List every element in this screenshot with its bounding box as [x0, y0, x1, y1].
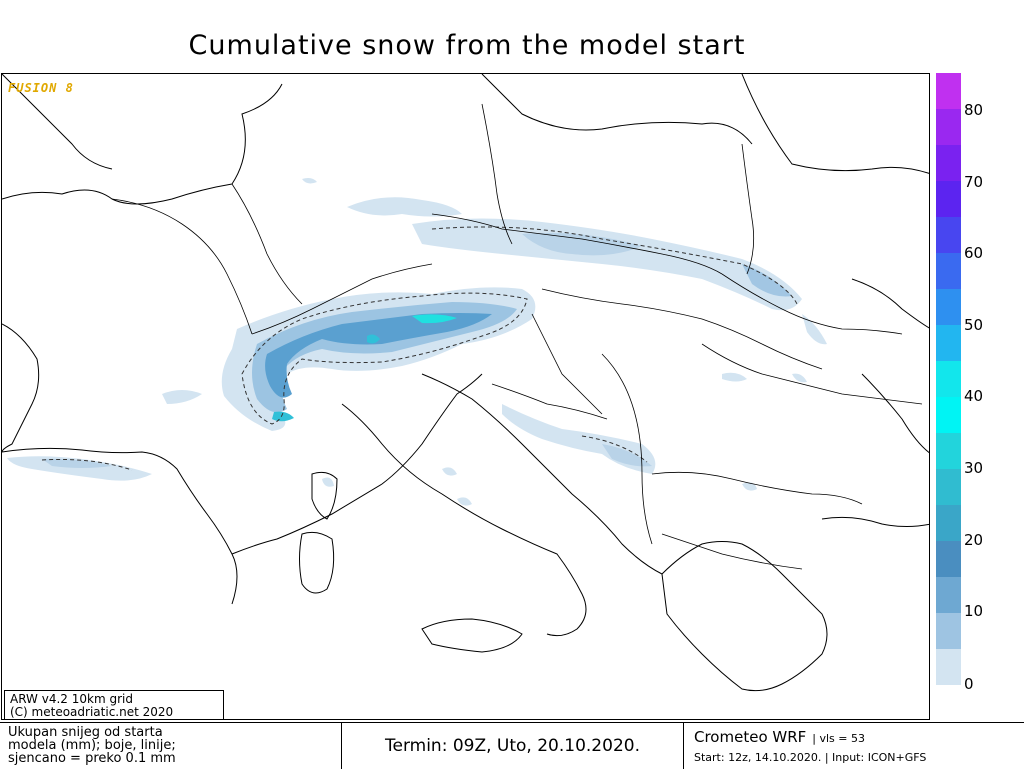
- legend-swatch: [936, 73, 961, 109]
- legend-tick-70: 70: [964, 173, 984, 191]
- footer-start-input: Start: 12z, 14.10.2020. | Input: ICON+GF…: [694, 751, 927, 764]
- legend-color-bar: [936, 73, 961, 685]
- legend-swatch: [936, 613, 961, 649]
- model-info-line1: ARW v4.2 10km grid: [10, 692, 133, 706]
- footer-termin: Termin: 09Z, Uto, 20.10.2020.: [342, 723, 684, 769]
- legend-swatch: [936, 109, 961, 145]
- model-info-box: ARW v4.2 10km grid (C) meteoadriatic.net…: [4, 690, 224, 720]
- legend-tick-60: 60: [964, 244, 984, 262]
- country-borders: [111, 103, 923, 570]
- footer-bar: Ukupan snijeg od starta modela (mm); boj…: [0, 722, 1024, 769]
- legend-tick-40: 40: [964, 387, 984, 405]
- legend-tick-10: 10: [964, 602, 984, 620]
- footer-desc-line2: modela (mm); boje, linije;: [8, 738, 176, 753]
- legend-swatch: [936, 649, 961, 685]
- snow-map: [1, 73, 930, 720]
- legend-swatch: [936, 505, 961, 541]
- model-info-line2: (C) meteoadriatic.net 2020: [10, 705, 174, 719]
- legend-tick-30: 30: [964, 459, 984, 477]
- legend-swatch: [936, 577, 961, 613]
- legend-swatch: [936, 181, 961, 217]
- legend-swatch: [936, 145, 961, 181]
- legend-swatch: [936, 253, 961, 289]
- legend-swatch: [936, 289, 961, 325]
- footer-vls: | vls = 53: [812, 732, 865, 745]
- legend-swatch: [936, 397, 961, 433]
- legend-tick-20: 20: [964, 531, 984, 549]
- legend-swatch: [936, 433, 961, 469]
- legend-tick-0: 0: [964, 675, 974, 693]
- legend-swatch: [936, 361, 961, 397]
- map-svg: [2, 74, 929, 692]
- legend-swatch: [936, 541, 961, 577]
- legend-swatch: [936, 217, 961, 253]
- footer-model-name: Crometeo WRF: [694, 728, 807, 746]
- legend-tick-50: 50: [964, 316, 984, 334]
- legend-swatch: [936, 325, 961, 361]
- map-title: Cumulative snow from the model start: [188, 30, 746, 61]
- color-legend: 80 70 60 50 40 30 20 10 0: [934, 73, 1024, 693]
- footer-desc-line1: Ukupan snijeg od starta: [8, 725, 163, 740]
- footer-desc-line3: sjencano = preko 0.1 mm: [8, 751, 176, 766]
- snow-shading: [7, 178, 827, 506]
- coastlines: [2, 74, 929, 692]
- footer-model-info: Crometeo WRF | vls = 53 Start: 12z, 14.10…: [684, 723, 1024, 769]
- fusion-brand-label: FUSION 8: [8, 81, 74, 95]
- legend-swatch: [936, 469, 961, 505]
- footer-description: Ukupan snijeg od starta modela (mm); boj…: [0, 723, 342, 769]
- legend-tick-80: 80: [964, 101, 984, 119]
